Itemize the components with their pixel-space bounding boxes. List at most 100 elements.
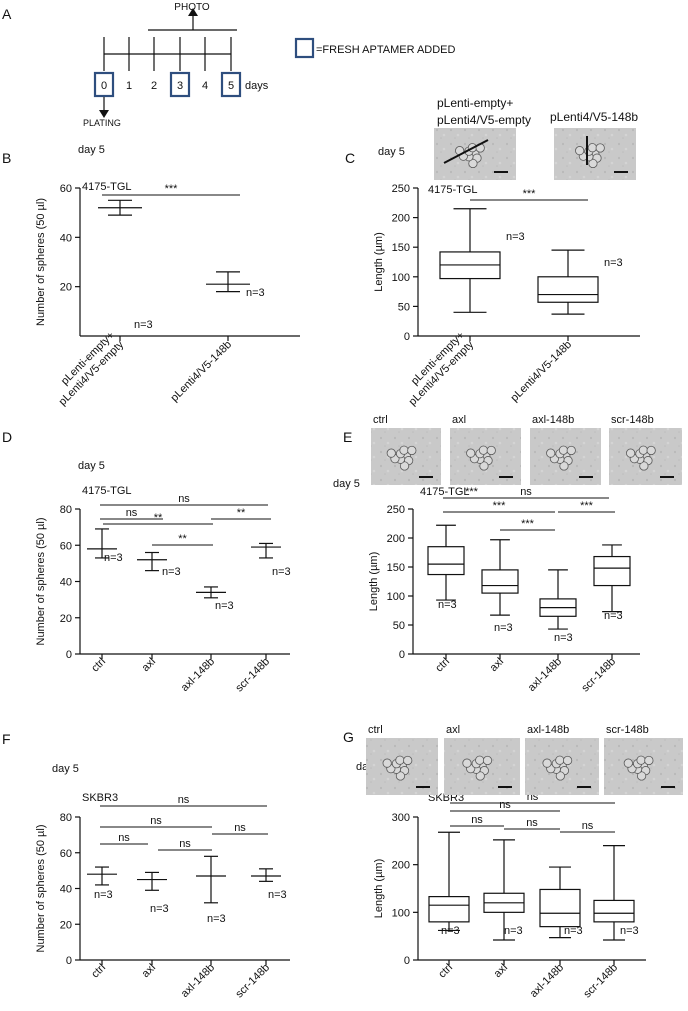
box-iqr	[481, 569, 519, 594]
x-tick-label: scr-148b	[581, 962, 620, 1001]
micrograph-label: pLenti-empty+	[437, 96, 513, 110]
cell-blob	[482, 755, 493, 766]
cell-blob	[639, 461, 649, 471]
y-tick-label: 0	[66, 649, 72, 661]
n-label: n=3	[215, 600, 234, 612]
charts-layer: day 5 4175-TGL 20 40 60 Number of spheres (50…	[35, 144, 646, 1000]
aptamer-day-box-0	[93, 71, 115, 98]
micrograph-label: ctrl	[368, 724, 383, 736]
panel-a: A PHOTO 0 1 2 3 4 5 days PLATING =FRESH APTAM…	[2, 2, 456, 128]
y-tick-label: 50	[393, 620, 405, 632]
y-axis-label: Number of spheres (50 µl)	[35, 825, 47, 953]
cell-blob	[395, 755, 405, 765]
chart-b: day 5 4175-TGL 20 40 60 Number of spheres (50…	[35, 144, 300, 408]
micrograph-label: pLenti4/V5-148b	[550, 110, 638, 124]
y-tick-label: 60	[60, 183, 72, 195]
cell-blob	[386, 448, 396, 458]
cell-blob	[636, 771, 647, 781]
cell-blob	[623, 758, 633, 768]
significance-label: ns	[179, 838, 191, 850]
n-label: n=3	[494, 622, 513, 634]
cell-line-label: 4175-TGL	[420, 486, 470, 498]
x-tick-label: axl-148b	[179, 656, 217, 694]
significance-label: **	[154, 512, 163, 524]
cell-line-label: SKBR3	[82, 792, 118, 804]
x-tick-label-line: pLenti4/V5-148b	[169, 339, 235, 405]
significance-label: ns	[126, 507, 138, 519]
cell-blob	[646, 445, 656, 456]
box-iqr	[593, 899, 635, 923]
significance-label: ns	[582, 820, 594, 832]
day-label-1: 1	[126, 80, 132, 92]
x-tick-label: axl	[488, 656, 506, 674]
significance-label: **	[237, 507, 246, 519]
y-tick-label: 60	[60, 540, 72, 552]
micrograph-label: axl	[446, 724, 460, 736]
significance-label: **	[178, 533, 187, 545]
y-axis-label: Number of spheres (50 µl)	[35, 198, 47, 326]
significance-label: ns	[499, 799, 511, 811]
x-tick-label-line: ctrl	[89, 962, 108, 981]
day-label: day 5	[378, 146, 405, 158]
y-tick-label: 40	[60, 232, 72, 244]
x-tick-label: scr-148b	[233, 656, 272, 695]
significance-label: ***	[465, 486, 479, 498]
x-tick-label: pLenti4/V5-148b	[169, 339, 235, 405]
y-tick-label: 0	[404, 331, 410, 343]
significance-label: ns	[178, 794, 190, 806]
y-tick-label: 0	[399, 649, 405, 661]
cell-line-label: 4175-TGL	[82, 485, 132, 497]
cell-blob	[587, 143, 597, 153]
day-label-4: 4	[202, 80, 208, 92]
x-tick-label-line: axl-148b	[179, 962, 217, 1000]
micrograph-label: axl-148b	[532, 414, 574, 426]
y-tick-label: 200	[387, 533, 405, 545]
significance-label: ns	[526, 817, 538, 829]
y-tick-label: 300	[392, 812, 410, 824]
plating-arrow-head	[99, 110, 109, 118]
y-tick-label: 100	[387, 591, 405, 603]
y-axis-label: Length (µm)	[368, 552, 380, 612]
micrograph-label: pLenti4/V5-empty	[437, 113, 531, 127]
y-tick-label: 200	[392, 213, 410, 225]
significance-label: ns	[471, 814, 483, 826]
n-label: n=3	[150, 903, 169, 915]
n-label: n=3	[438, 599, 457, 611]
x-tick-label-line: pLenti4/V5-148b	[509, 339, 575, 405]
cell-blob	[644, 755, 654, 766]
cell-blob	[559, 461, 569, 471]
y-tick-label: 150	[387, 562, 405, 574]
y-tick-label: 250	[392, 183, 410, 195]
n-label: n=3	[504, 925, 523, 937]
panel-letter-d: D	[2, 429, 12, 445]
y-tick-label: 50	[398, 301, 410, 313]
length-measure-line	[443, 139, 489, 164]
cell-blob	[546, 448, 556, 458]
significance-label: ns	[178, 493, 190, 505]
cell-blob	[555, 771, 565, 781]
panel-letter-g: G	[343, 729, 354, 745]
timeline-day-labels: 0 1 2 3 4 5	[93, 71, 242, 98]
significance-label: ***	[580, 500, 594, 512]
significance-label: ns	[234, 822, 246, 834]
n-label: n=3	[94, 889, 113, 901]
n-label: n=3	[104, 552, 123, 564]
micrograph-label: scr-148b	[611, 414, 654, 426]
n-label: n=3	[162, 566, 181, 578]
photo-label: PHOTO	[174, 2, 210, 13]
cell-blob	[575, 146, 585, 156]
day-label-5: 5	[228, 80, 234, 92]
x-tick-label-line: axl	[492, 962, 510, 980]
box-iqr	[537, 276, 599, 303]
significance-label: ***	[521, 518, 535, 530]
chart-g: day 5SKBR30100200300Length (µm)ctrlaxlax…	[356, 761, 646, 1000]
y-tick-label: 0	[66, 955, 72, 967]
cell-blob	[468, 158, 478, 169]
n-label: n=3	[134, 319, 153, 331]
box-iqr	[593, 555, 631, 587]
cell-blob	[399, 445, 409, 455]
x-tick-label-line: ctrl	[433, 656, 452, 675]
x-tick-label: ctrl	[436, 962, 455, 981]
x-tick-label-line: axl-148b	[526, 656, 564, 694]
